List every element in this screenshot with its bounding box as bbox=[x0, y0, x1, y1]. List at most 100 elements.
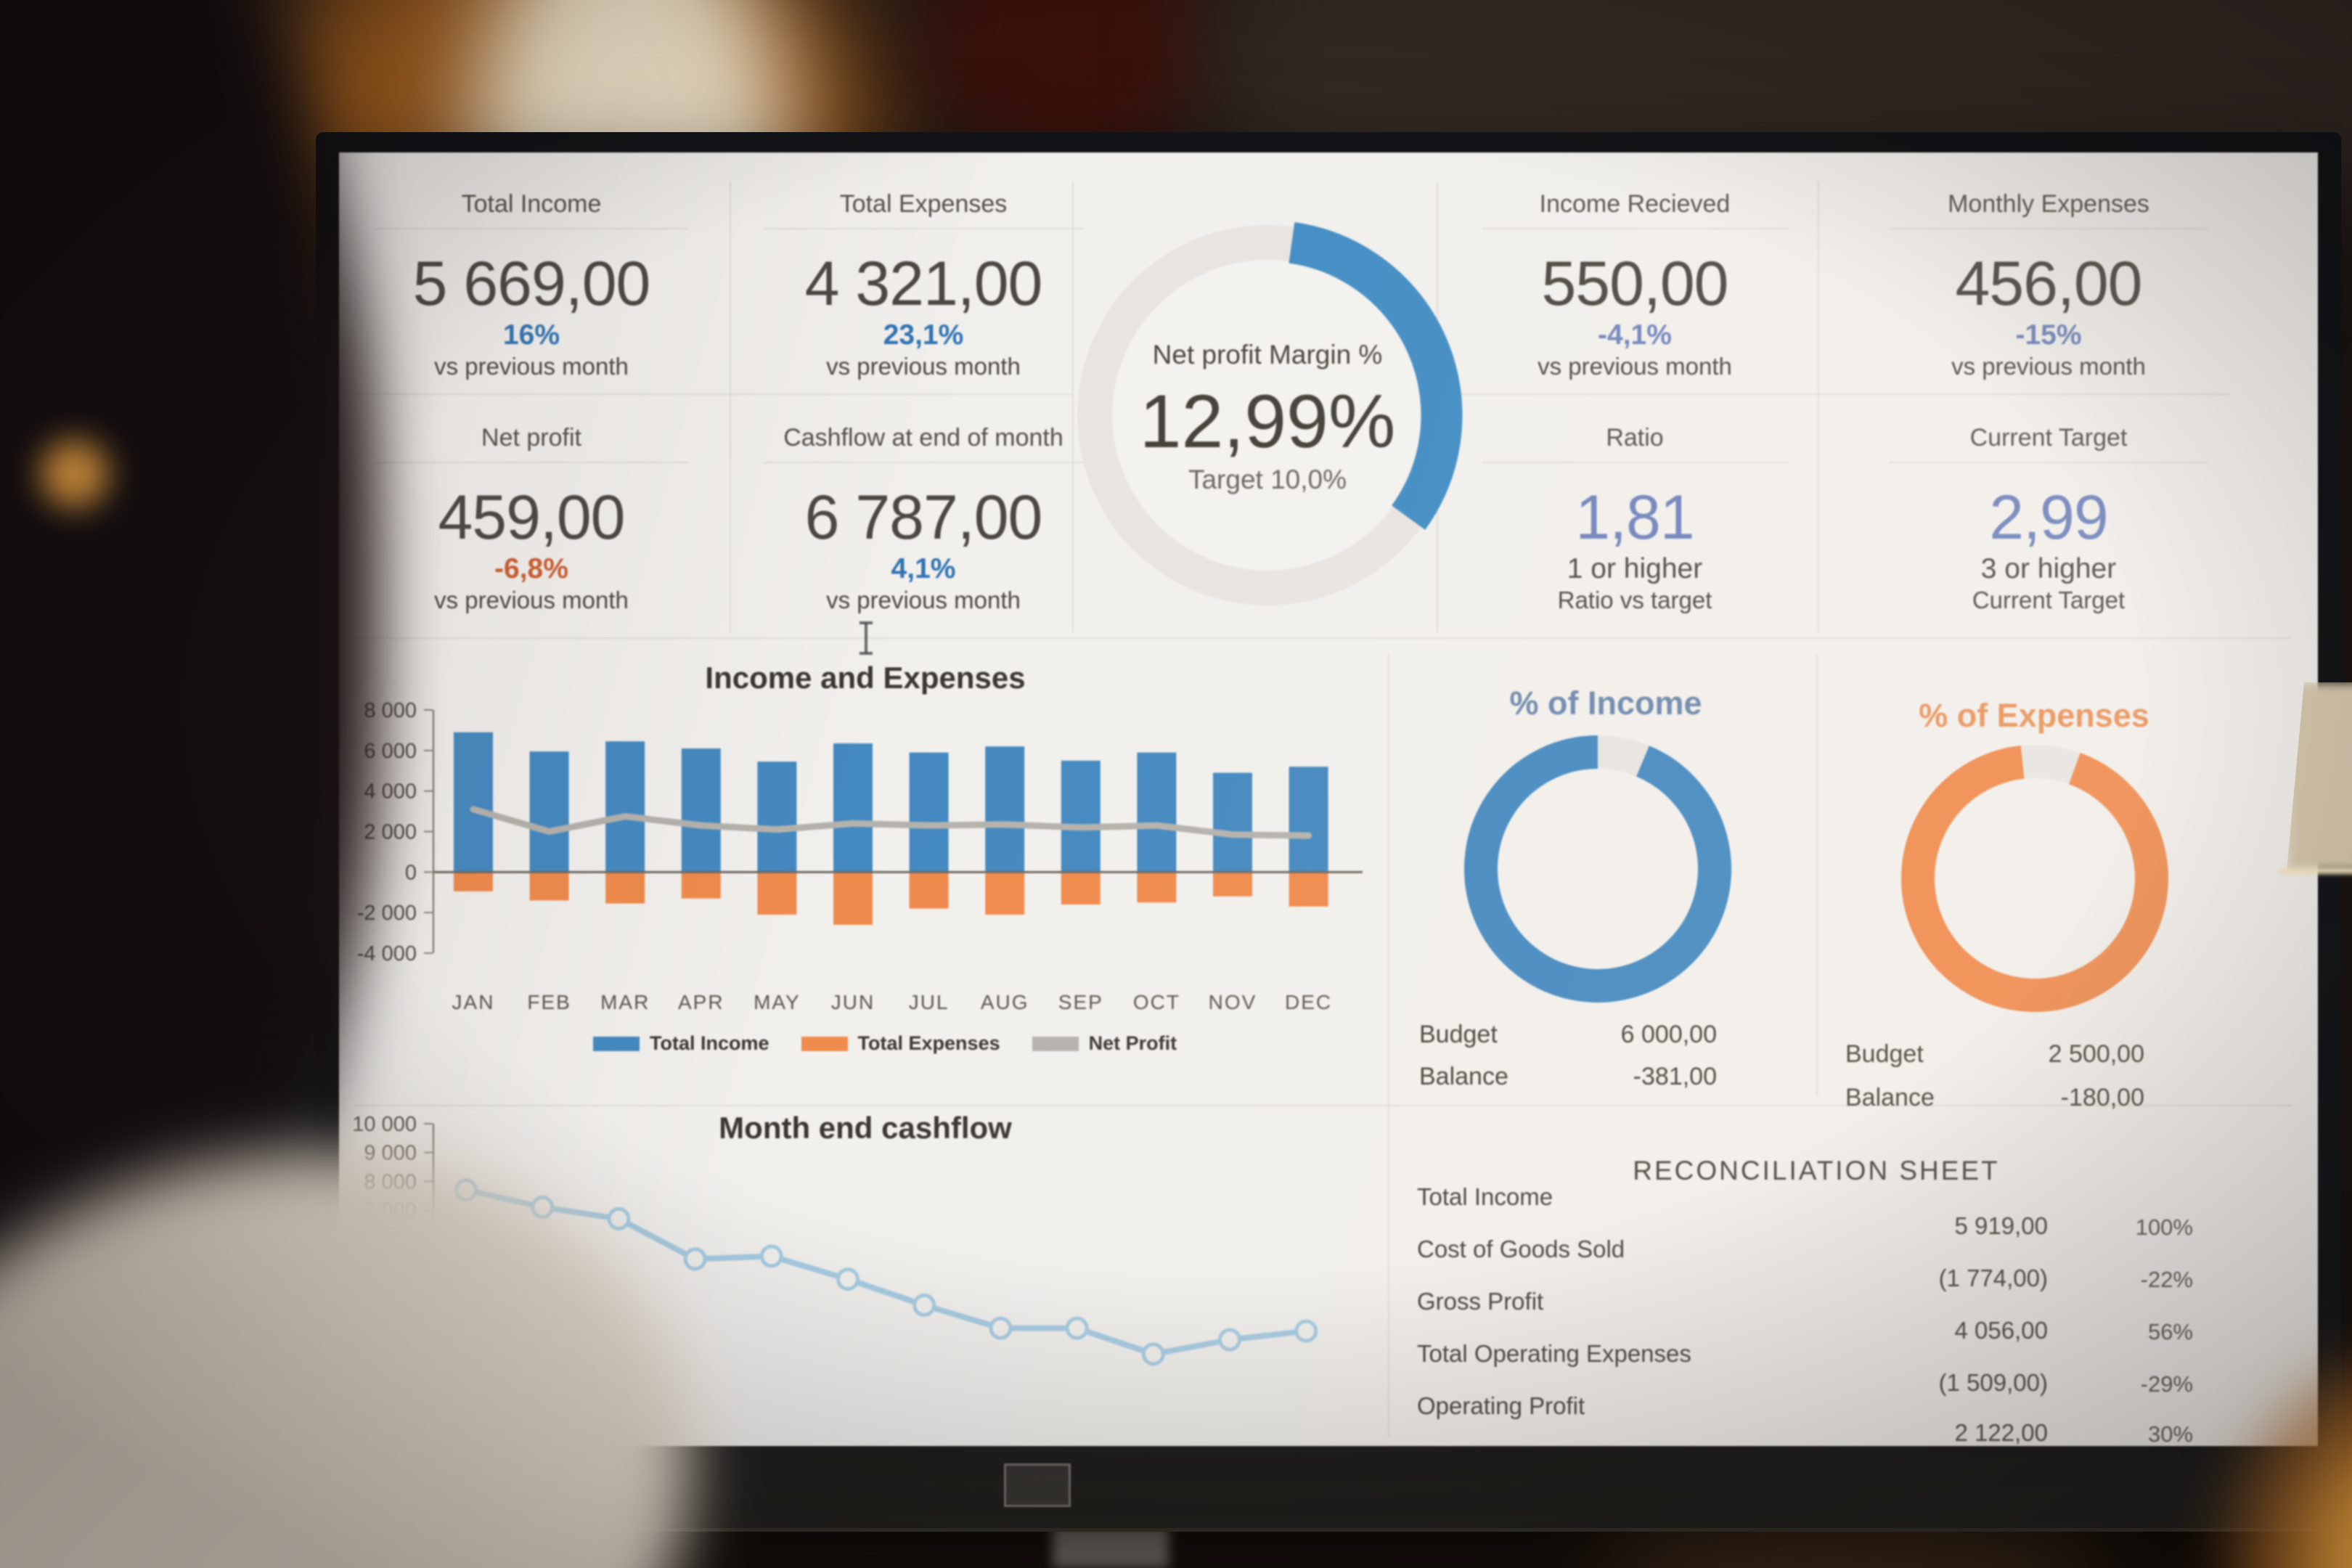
svg-text:4 000: 4 000 bbox=[364, 780, 417, 804]
bezel-sticker bbox=[1004, 1463, 1071, 1507]
kpi-value: 6 787,00 bbox=[804, 483, 1043, 552]
table-row-percent: 30% bbox=[2147, 1421, 2193, 1446]
kpi-delta: 4,1% bbox=[891, 553, 956, 584]
income-expenses-chart[interactable]: 8 000 6 000 4 000 2 000 0 -2 000 -4 000 JAN FEB M… bbox=[354, 693, 1370, 1034]
total-income-swatch-icon bbox=[593, 1036, 640, 1051]
budget-value: 6 000,00 bbox=[1620, 1021, 1717, 1048]
kpi-delta: 23,1% bbox=[883, 319, 964, 351]
kpi-note: Ratio vs target bbox=[1557, 587, 1712, 613]
balance-label: Balance bbox=[1419, 1063, 1508, 1090]
divider bbox=[730, 181, 731, 633]
kpi-delta: -4,1% bbox=[1598, 319, 1672, 351]
divider bbox=[1388, 653, 1389, 1437]
gauge-target: Target 10,0% bbox=[1188, 465, 1347, 494]
income-expenses-chart-title: Income and Expenses bbox=[705, 661, 1026, 695]
kpi-title: Total Income bbox=[461, 190, 602, 218]
kpi-card-total-expenses[interactable]: Total Expenses 4 321,00 23,1% vs previou… bbox=[742, 181, 1105, 399]
dashboard-screen: Total Income 5 669,00 16% vs previous mo… bbox=[339, 152, 2318, 1446]
text-cursor bbox=[859, 621, 873, 655]
kpi-value: 550,00 bbox=[1541, 249, 1728, 319]
table-row-label: Total Income bbox=[1417, 1183, 1553, 1210]
divider bbox=[1889, 462, 2208, 463]
kpi-card-income-recieved[interactable]: Income Recieved 550,00 -4,1% vs previous… bbox=[1461, 181, 1809, 399]
table-row-label: Gross Profit bbox=[1417, 1288, 1544, 1315]
kpi-delta: 3 or higher bbox=[1980, 553, 2117, 584]
total-expenses-swatch-icon bbox=[801, 1036, 848, 1051]
table-row-label: Operating Profit bbox=[1417, 1392, 1585, 1419]
kpi-value: 2,99 bbox=[1989, 483, 2108, 552]
legend-label: Total Income bbox=[650, 1032, 769, 1054]
chart-legend: Total Income Total Expenses Net Profit bbox=[593, 1032, 1177, 1055]
svg-text:2 000: 2 000 bbox=[364, 821, 417, 844]
kpi-title: Current Target bbox=[1969, 424, 2128, 452]
kpi-note: vs previous month bbox=[434, 587, 629, 613]
kpi-note: vs previous month bbox=[826, 587, 1021, 613]
table-row-percent: -29% bbox=[2140, 1371, 2193, 1397]
table-row-value: 2 122,00 bbox=[1954, 1419, 2048, 1446]
kpi-title: Net profit bbox=[481, 424, 581, 452]
legend-item-net-profit[interactable]: Net Profit bbox=[1032, 1032, 1177, 1055]
divider bbox=[1481, 462, 1789, 463]
kpi-card-monthly-expenses[interactable]: Monthly Expenses 456,00 -15% vs previous… bbox=[1867, 181, 2230, 399]
divider bbox=[1461, 393, 2230, 395]
kpi-card-net-profit[interactable]: Net profit 459,00 -6,8% vs previous mont… bbox=[354, 415, 709, 633]
net-profit-margin-gauge-chart[interactable] bbox=[1050, 197, 1485, 633]
gauge-value: 12,99% bbox=[1139, 380, 1396, 464]
expenses-budget-row: Budget 2 500,00 bbox=[1845, 1040, 2144, 1069]
svg-text:-2 000: -2 000 bbox=[357, 902, 417, 925]
table-row-value: 4 056,00 bbox=[1954, 1317, 2048, 1344]
legend-item-total-expenses[interactable]: Total Expenses bbox=[801, 1032, 1000, 1055]
divider bbox=[1481, 228, 1789, 229]
kpi-value: 456,00 bbox=[1955, 249, 2142, 319]
kpi-card-total-income[interactable]: Total Income 5 669,00 16% vs previous mo… bbox=[354, 181, 709, 399]
svg-text:NOV: NOV bbox=[1209, 991, 1257, 1013]
reconciliation-sheet-title: RECONCILIATION SHEET bbox=[1633, 1156, 2000, 1185]
svg-text:FEB: FEB bbox=[527, 991, 571, 1013]
pct-of-expenses-title: % of Expenses bbox=[1919, 697, 2149, 734]
kpi-note: vs previous month bbox=[1951, 353, 2146, 380]
legend-item-total-income[interactable]: Total Income bbox=[593, 1032, 769, 1055]
kpi-title: Total Expenses bbox=[839, 190, 1008, 218]
kpi-note: Current Target bbox=[1972, 587, 2126, 613]
kpi-card-ratio[interactable]: Ratio 1,81 1 or higher Ratio vs target bbox=[1461, 415, 1809, 633]
kpi-title: Cashflow at end of month bbox=[783, 424, 1063, 452]
income-budget-row: Budget 6 000,00 bbox=[1419, 1021, 1717, 1050]
table-row-percent: -22% bbox=[2140, 1267, 2193, 1292]
net-profit-swatch-icon bbox=[1032, 1036, 1079, 1051]
table-row-percent: 100% bbox=[2135, 1214, 2193, 1240]
svg-text:-4 000: -4 000 bbox=[357, 942, 417, 965]
lamp-bright-edge bbox=[2279, 868, 2352, 874]
kpi-delta: -15% bbox=[2015, 319, 2082, 351]
monitor-stand bbox=[1053, 1524, 1169, 1568]
divider bbox=[354, 1105, 2292, 1106]
svg-text:MAR: MAR bbox=[600, 991, 650, 1013]
kpi-note: vs previous month bbox=[434, 353, 629, 380]
pct-of-expenses-donut-chart[interactable] bbox=[1882, 726, 2187, 1031]
divider bbox=[1818, 181, 1819, 633]
table-row-label: Cost of Goods Sold bbox=[1417, 1236, 1625, 1262]
balance-value: -381,00 bbox=[1633, 1063, 1717, 1090]
kpi-value: 1,81 bbox=[1575, 483, 1694, 552]
divider bbox=[354, 393, 1072, 395]
svg-text:6 000: 6 000 bbox=[364, 740, 417, 763]
kpi-delta: -6,8% bbox=[494, 553, 568, 584]
legend-label: Total Expenses bbox=[857, 1032, 1000, 1054]
kpi-value: 459,00 bbox=[438, 483, 625, 552]
budget-label: Budget bbox=[1419, 1021, 1498, 1048]
kpi-delta: 16% bbox=[502, 319, 560, 351]
svg-text:JUN: JUN bbox=[831, 991, 875, 1013]
kpi-note: vs previous month bbox=[826, 353, 1021, 380]
income-balance-row: Balance -381,00 bbox=[1419, 1063, 1717, 1092]
svg-text:8 000: 8 000 bbox=[364, 699, 417, 722]
kpi-card-current-target[interactable]: Current Target 2,99 3 or higher Current … bbox=[1867, 415, 2230, 633]
svg-text:APR: APR bbox=[678, 991, 724, 1013]
svg-text:10 000: 10 000 bbox=[354, 1113, 417, 1136]
divider bbox=[1072, 181, 1074, 633]
pct-of-income-donut-chart[interactable] bbox=[1445, 716, 1750, 1021]
svg-text:MAY: MAY bbox=[754, 991, 801, 1013]
table-row-label: Total Operating Expenses bbox=[1417, 1340, 1691, 1367]
divider bbox=[764, 462, 1083, 463]
divider bbox=[375, 462, 688, 463]
legend-label: Net Profit bbox=[1088, 1032, 1177, 1054]
kpi-card-cashflow-end-of-month[interactable]: Cashflow at end of month 6 787,00 4,1% v… bbox=[742, 415, 1105, 633]
